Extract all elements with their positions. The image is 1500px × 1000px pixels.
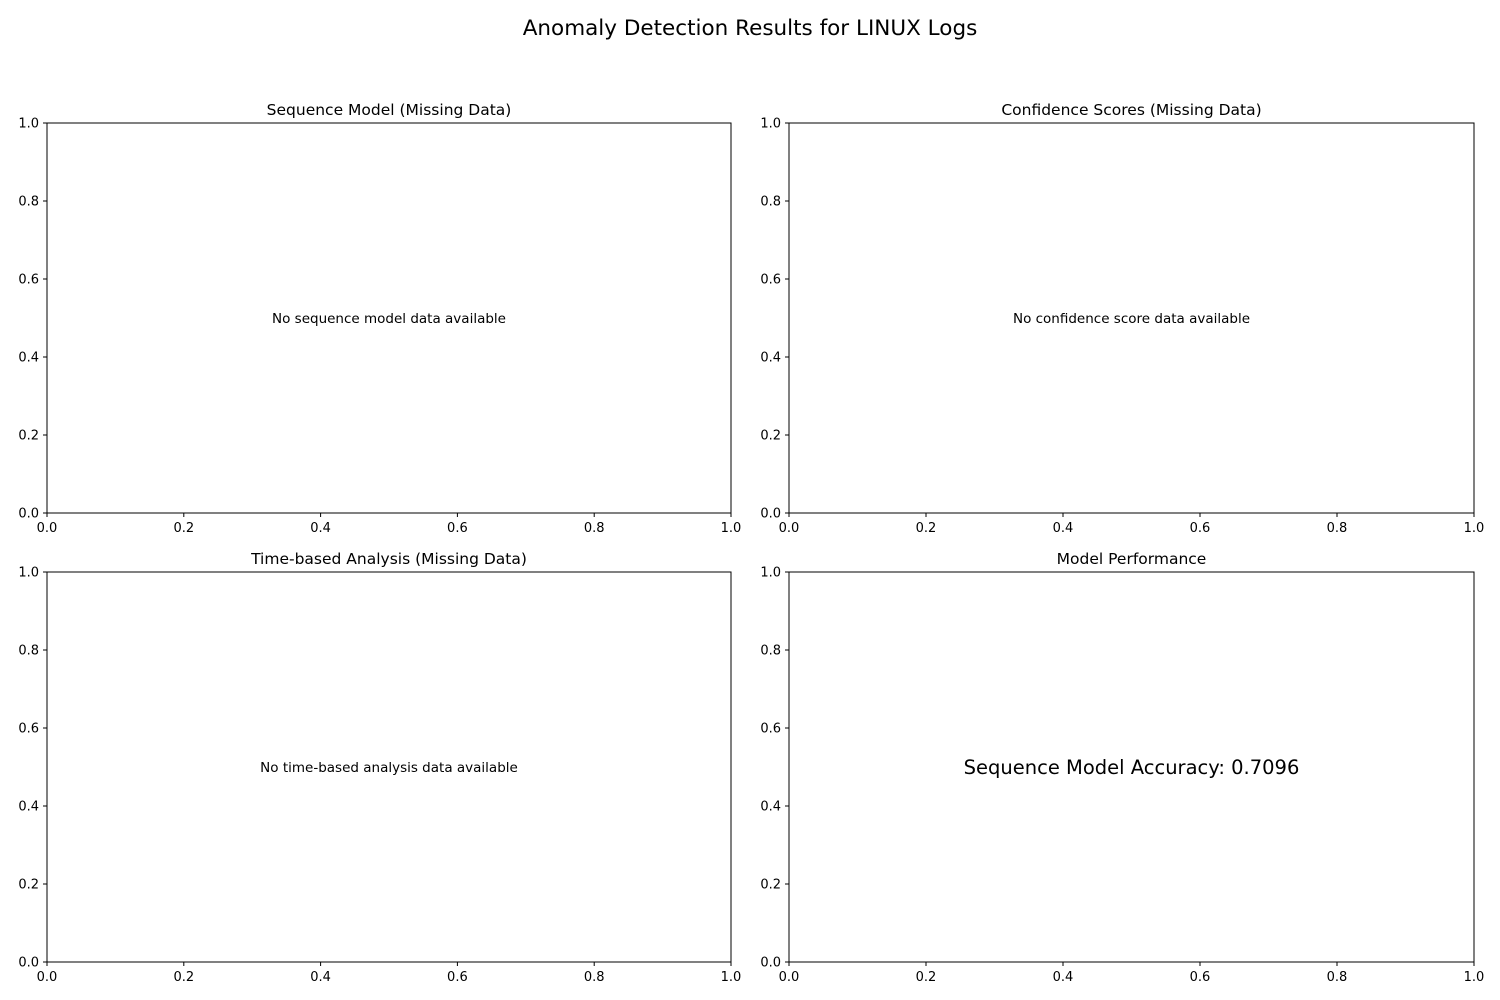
- y-tick-label: 0.2: [760, 429, 781, 444]
- subplot-title: Confidence Scores (Missing Data): [1001, 101, 1261, 119]
- subplot-3: Time-based Analysis (Missing Data) 0.0 0.2…: [18, 550, 741, 985]
- subplot-2: Confidence Scores (Missing Data) 0.0 0.2 0.…: [760, 101, 1484, 536]
- x-tick-label: 1.0: [1464, 970, 1485, 985]
- x-tick-label: 0.8: [1327, 521, 1348, 536]
- y-tick-label: 0.4: [760, 800, 781, 815]
- x-tick-label: 0.0: [37, 521, 58, 536]
- x-tick-label: 0.4: [1053, 970, 1074, 985]
- annotation-text: Sequence Model Accuracy: 0.7096: [964, 756, 1300, 779]
- y-tick-label: 0.4: [18, 800, 39, 815]
- x-tick-label: 0.6: [1190, 970, 1211, 985]
- subplot-title: Model Performance: [1057, 550, 1207, 568]
- y-tick-label: 1.0: [18, 117, 39, 132]
- y-tick-label: 0.8: [18, 195, 39, 210]
- x-tick-label: 1.0: [721, 521, 742, 536]
- figure-title: Anomaly Detection Results for LINUX Logs: [522, 16, 978, 41]
- subplot-title: Time-based Analysis (Missing Data): [250, 550, 527, 568]
- x-tick-label: 1.0: [721, 970, 742, 985]
- y-tick-label: 0.2: [18, 429, 39, 444]
- annotation-text: No confidence score data available: [1013, 311, 1250, 327]
- y-tick-label: 0.0: [18, 507, 39, 522]
- y-tick-label: 1.0: [18, 566, 39, 581]
- x-tick-label: 0.6: [447, 521, 468, 536]
- x-tick-label: 0.2: [916, 970, 937, 985]
- subplot-1: Sequence Model (Missing Data) 0.0 0.2 0.4 0.…: [18, 101, 741, 536]
- y-tick-label: 0.6: [18, 273, 39, 288]
- subplot-4: Model Performance 0.0 0.2 0.4 0.6 0.8 1.0 0.0 0.…: [760, 550, 1484, 985]
- y-tick-label: 0.0: [760, 956, 781, 971]
- x-tick-label: 0.4: [1053, 521, 1074, 536]
- x-tick-label: 1.0: [1464, 521, 1485, 536]
- axes-frame: [46, 571, 732, 963]
- x-tick-label: 0.2: [916, 521, 937, 536]
- y-tick-label: 0.2: [760, 878, 781, 893]
- subplot-title: Sequence Model (Missing Data): [267, 101, 512, 119]
- x-tick-label: 0.6: [1190, 521, 1211, 536]
- x-tick-label: 0.0: [37, 970, 58, 985]
- y-tick-label: 0.4: [18, 351, 39, 366]
- y-tick-label: 0.6: [18, 722, 39, 737]
- y-tick-label: 1.0: [760, 566, 781, 581]
- y-tick-label: 0.4: [760, 351, 781, 366]
- x-tick-label: 0.2: [173, 970, 194, 985]
- y-tick-label: 0.8: [760, 644, 781, 659]
- x-tick-label: 0.8: [584, 521, 605, 536]
- x-tick-label: 0.4: [310, 970, 331, 985]
- x-tick-label: 0.8: [1327, 970, 1348, 985]
- y-tick-label: 0.6: [760, 273, 781, 288]
- axes-frame: [46, 122, 732, 514]
- x-tick-label: 0.0: [779, 521, 800, 536]
- x-tick-label: 0.0: [779, 970, 800, 985]
- y-tick-label: 0.2: [18, 878, 39, 893]
- annotation-text: No time-based analysis data available: [260, 760, 518, 776]
- y-tick-label: 0.0: [760, 507, 781, 522]
- y-tick-label: 0.0: [18, 956, 39, 971]
- annotation-text: No sequence model data available: [272, 311, 506, 327]
- axes-frame: [788, 571, 1475, 963]
- x-tick-label: 0.2: [173, 521, 194, 536]
- axes-frame: [788, 122, 1475, 514]
- y-tick-label: 1.0: [760, 117, 781, 132]
- x-tick-label: 0.6: [447, 970, 468, 985]
- x-tick-label: 0.8: [584, 970, 605, 985]
- x-tick-label: 0.4: [310, 521, 331, 536]
- y-tick-label: 0.8: [760, 195, 781, 210]
- y-tick-label: 0.6: [760, 722, 781, 737]
- y-tick-label: 0.8: [18, 644, 39, 659]
